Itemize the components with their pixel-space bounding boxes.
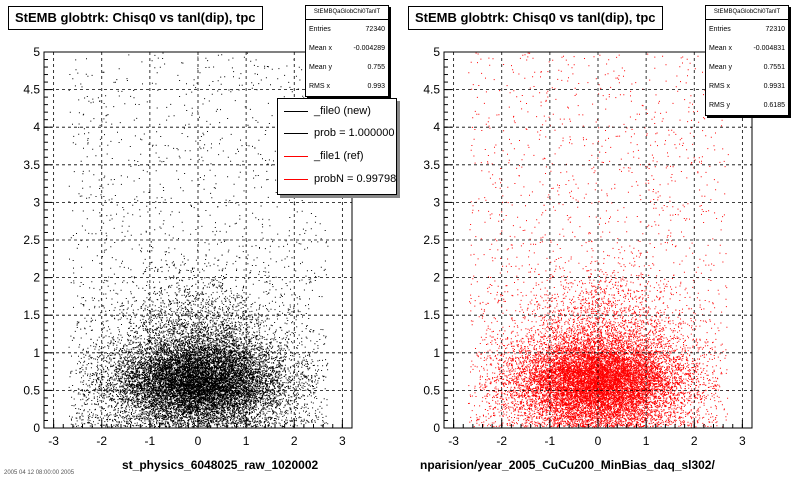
y-tick-label: 1: [33, 346, 40, 360]
right-x-axis-title: nparision/year_2005_CuCu200_MinBias_daq_…: [420, 458, 715, 472]
y-tick-label: 5: [33, 45, 40, 59]
legend-box: _file0 (new) prob = 1.000000 _file1 (ref…: [277, 98, 397, 195]
right-histogram-pad: -3 -2 -1 0 1 2 3 0 0.5 1 1.5 2 2.5 3 3.5 4 4.5 5 StEMB gl…: [400, 0, 800, 480]
y-tick-label: 4.5: [23, 83, 40, 97]
legend-line-icon: [284, 155, 308, 157]
y-tick-label: 3: [33, 195, 40, 209]
y-tick-label: 0: [433, 421, 440, 435]
left-stats-name: StEMBQaGlobChi0TanlT: [306, 6, 388, 20]
stats-row: Mean y 0.755: [309, 64, 385, 71]
x-tick-label: 1: [643, 434, 650, 448]
stats-row: Entries 72310: [709, 26, 785, 33]
stats-row: RMS y 0.6185: [709, 102, 785, 109]
legend-line-icon: [284, 110, 308, 112]
y-tick-label: 1.5: [23, 308, 40, 322]
y-tick-label: 0: [33, 421, 40, 435]
stats-row: Mean x -0.004289: [309, 45, 385, 52]
y-tick-label: 4: [33, 120, 40, 134]
y-tick-label: 0.5: [23, 383, 40, 397]
legend-entry-ref: _file1 (ref): [278, 146, 396, 166]
y-tick-label: 4.5: [423, 83, 440, 97]
x-tick-label: 1: [243, 434, 250, 448]
right-stats-name: StEMBQaGlobChi0TanlT: [706, 6, 788, 20]
y-tick-label: 2: [33, 271, 40, 285]
stats-row: RMS x 0.993: [309, 83, 385, 90]
x-tick-label: 2: [691, 434, 698, 448]
stats-row: Mean x -0.004831: [709, 45, 785, 52]
footer-timestamp: 2005 04 12 08:00:00 2005: [4, 470, 75, 476]
x-tick-label: -2: [496, 434, 507, 448]
y-tick-label: 1.5: [423, 308, 440, 322]
right-scatter-plot: -3 -2 -1 0 1 2 3 0 0.5 1 1.5 2 2.5 3 3.5 4 4.5 5: [423, 45, 753, 448]
left-plot-title: StEMB globtrk: Chisq0 vs tanl(dip), tpc: [8, 6, 263, 30]
legend-line-icon: [284, 132, 308, 134]
x-tick-label: -3: [448, 434, 459, 448]
left-stats-box: StEMBQaGlobChi0TanlT Entries 72340 Mean x…: [305, 5, 389, 97]
x-tick-label: -1: [145, 434, 156, 448]
x-tick-label: -3: [48, 434, 59, 448]
legend-line-icon: [284, 178, 308, 180]
y-tick-label: 3.5: [423, 158, 440, 172]
x-tick-label: 3: [339, 434, 346, 448]
scatter-points-series: [468, 52, 729, 428]
left-histogram-pad: -3 -2 -1 0 1 2 3 0 0.5 1 1.5 2 2.5 3 3.5 4 4.5 5 StEMB gl…: [8, 5, 397, 472]
stats-row: RMS x 0.9931: [709, 83, 785, 90]
y-tick-label: 2: [433, 271, 440, 285]
x-tick-label: 3: [739, 434, 746, 448]
left-x-axis-title: st_physics_6048025_raw_1020002: [122, 458, 319, 472]
legend-entry-prob: prob = 1.000000: [278, 123, 396, 143]
y-tick-label: 3.5: [23, 158, 40, 172]
right-stats-box: StEMBQaGlobChi0TanlT Entries 72310 Mean x…: [705, 5, 789, 116]
y-tick-label: 0.5: [423, 383, 440, 397]
legend-entry-new: _file0 (new): [278, 101, 396, 121]
x-tick-label: 2: [291, 434, 298, 448]
x-tick-label: 0: [595, 434, 602, 448]
y-tick-label: 2.5: [23, 233, 40, 247]
stats-row: Entries 72340: [309, 26, 385, 33]
x-tick-label: 0: [195, 434, 202, 448]
y-tick-label: 5: [433, 45, 440, 59]
stats-row: Mean y 0.7551: [709, 64, 785, 71]
x-tick-label: -2: [96, 434, 107, 448]
x-tick-label: -1: [545, 434, 556, 448]
y-tick-label: 1: [433, 346, 440, 360]
right-plot-title: StEMB globtrk: Chisq0 vs tanl(dip), tpc: [408, 6, 663, 30]
y-tick-label: 2.5: [423, 233, 440, 247]
y-tick-label: 3: [433, 195, 440, 209]
legend-entry-probn: probN = 0.997982: [278, 169, 396, 189]
y-tick-label: 4: [433, 120, 440, 134]
